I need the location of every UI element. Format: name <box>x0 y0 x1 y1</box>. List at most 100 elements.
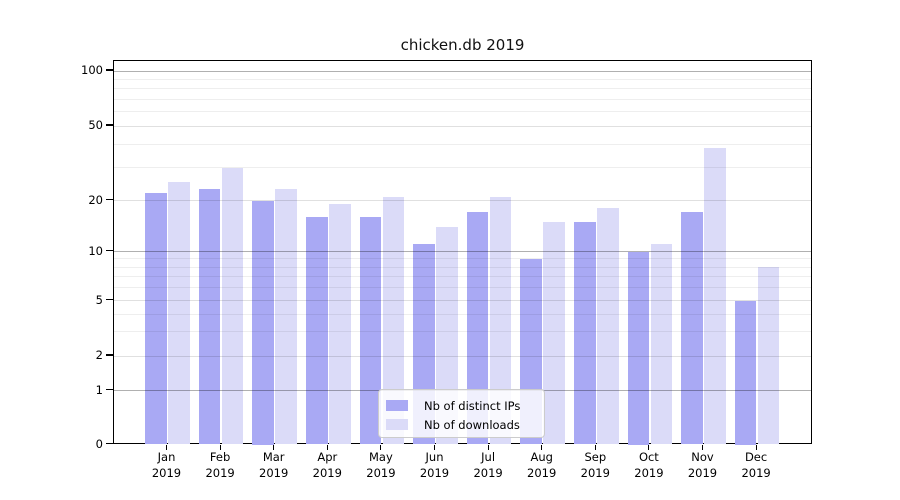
x-axis-year-label: 2019 <box>312 465 342 480</box>
x-axis-tick-mark <box>273 444 275 450</box>
x-axis-tick-label: Dec 2019 <box>728 450 784 481</box>
legend: Nb of distinct IPs Nb of downloads <box>378 389 545 438</box>
x-axis-tick-label: Apr 2019 <box>299 450 355 481</box>
bar-distinct-ips <box>252 200 274 445</box>
x-axis-tick-label: Nov 2019 <box>675 450 731 481</box>
legend-item-downloads: Nb of downloads <box>386 415 544 434</box>
y-axis-tick-mark <box>105 388 113 391</box>
x-axis-year-label: 2019 <box>259 465 289 480</box>
x-axis-tick-label: Feb 2019 <box>192 450 248 481</box>
x-axis-tick-label: Jul 2019 <box>460 450 516 481</box>
x-axis-year-label: 2019 <box>687 465 718 480</box>
bar-downloads <box>329 204 351 445</box>
bar-distinct-ips <box>466 212 489 445</box>
y-axis-tick-mark <box>105 198 113 201</box>
y-axis-tick-label: 0 <box>95 436 103 451</box>
x-axis-tick-mark <box>433 444 436 450</box>
x-axis-tick-label: Jan 2019 <box>139 450 195 481</box>
x-axis-tick-mark <box>487 444 489 450</box>
legend-swatch-downloads <box>386 419 408 430</box>
y-axis-tick-label: 10 <box>88 243 103 258</box>
x-axis-tick-mark <box>594 444 596 450</box>
y-axis-tick-label: 50 <box>88 118 103 132</box>
bar-downloads <box>650 244 673 445</box>
x-axis-tick-label: Jun 2019 <box>407 450 463 481</box>
x-axis-year-label: 2019 <box>473 465 503 480</box>
x-axis-tick-label: May 2019 <box>353 450 409 481</box>
bar-distinct-ips <box>573 221 596 445</box>
bar-downloads <box>221 167 244 445</box>
grid-line <box>114 313 811 315</box>
x-axis-tick-mark <box>701 444 704 450</box>
bar-distinct-ips <box>627 251 650 445</box>
plot-area <box>113 59 812 445</box>
x-axis-tick-mark <box>326 444 328 450</box>
y-axis-tick-label: 100 <box>81 63 103 77</box>
y-axis-tick-mark <box>105 249 113 252</box>
bar-downloads <box>382 196 405 445</box>
x-axis-tick-label: Mar 2019 <box>246 450 302 481</box>
x-axis-year-label: 2019 <box>741 465 771 480</box>
y-axis-tick-mark <box>105 298 113 301</box>
bar-downloads <box>275 189 298 445</box>
bar-downloads <box>543 221 566 445</box>
grid-line <box>114 200 811 201</box>
grid-line <box>114 70 811 72</box>
x-axis-year-label: 2019 <box>366 465 396 480</box>
bar-downloads <box>168 182 190 445</box>
y-axis-tick-mark <box>105 124 113 126</box>
x-axis-year-label: 2019 <box>527 465 557 480</box>
chart-title: chicken.db 2019 <box>400 36 525 54</box>
grid-line <box>114 330 811 332</box>
x-axis-year-label: 2019 <box>151 465 182 480</box>
grid-line <box>114 167 811 169</box>
grid-line <box>114 276 811 278</box>
y-axis-tick-label: 5 <box>95 292 103 307</box>
grid-line <box>114 258 811 260</box>
legend-label-downloads: Nb of downloads <box>424 417 520 432</box>
grid-line <box>114 266 811 268</box>
bar-distinct-ips <box>359 216 382 445</box>
bar-downloads <box>757 267 780 445</box>
grid-line <box>114 300 811 301</box>
bar-downloads <box>489 196 512 445</box>
y-axis-tick-mark <box>105 354 113 356</box>
x-axis-tick-mark <box>755 444 757 450</box>
y-axis-tick-mark <box>105 69 113 71</box>
grid-line <box>114 143 811 145</box>
bar-downloads <box>597 208 619 445</box>
x-axis-tick-mark <box>648 444 650 450</box>
y-axis-tick-label: 2 <box>95 348 103 362</box>
y-axis-tick-mark <box>105 442 113 445</box>
bar-distinct-ips <box>305 216 328 445</box>
legend-item-distinct-ips: Nb of distinct IPs <box>386 396 544 415</box>
x-axis-year-label: 2019 <box>580 465 610 480</box>
x-axis-tick-label: Sep 2019 <box>567 450 623 481</box>
legend-label-distinct-ips: Nb of distinct IPs <box>424 398 521 413</box>
bar-downloads <box>704 148 726 445</box>
y-axis-tick-label: 20 <box>88 192 103 207</box>
x-axis-tick-mark <box>380 444 382 450</box>
x-axis-tick-label: Aug 2019 <box>514 450 570 481</box>
bar-distinct-ips <box>734 300 757 445</box>
x-axis-tick-mark <box>165 444 168 450</box>
x-axis-tick-label: Oct 2019 <box>621 450 677 481</box>
y-axis-tick-label: 1 <box>95 382 103 397</box>
bar-distinct-ips <box>681 212 703 445</box>
grid-line <box>114 78 811 80</box>
grid-line <box>114 125 811 127</box>
grid-line <box>114 111 811 113</box>
x-axis-year-label: 2019 <box>205 465 235 480</box>
legend-swatch-distinct-ips <box>386 400 408 411</box>
x-axis-tick-mark <box>219 444 221 450</box>
grid-line <box>114 88 811 90</box>
x-axis-year-label: 2019 <box>419 465 450 480</box>
x-axis-tick-mark <box>541 444 543 450</box>
bar-distinct-ips <box>145 192 167 445</box>
grid-line <box>114 355 811 357</box>
grid-line <box>114 251 811 252</box>
grid-line <box>114 287 811 289</box>
bar-distinct-ips <box>198 189 221 445</box>
x-axis-year-label: 2019 <box>634 465 664 480</box>
